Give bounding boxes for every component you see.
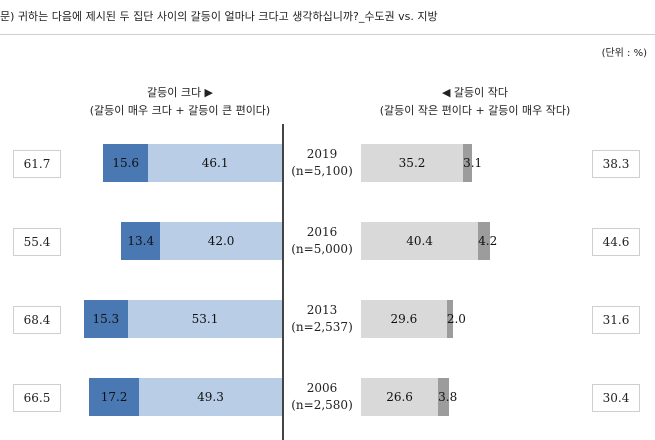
bar-big: 49.3 xyxy=(139,378,282,416)
bar-big: 42.0 xyxy=(160,222,282,260)
bar-big: 46.1 xyxy=(148,144,282,182)
header-conflict-big-title: 갈등이 크다 ▶ xyxy=(146,86,214,99)
total-big-box: 61.7 xyxy=(13,150,61,178)
bar-small: 29.6 xyxy=(361,300,447,338)
bar-very-big: 17.2 xyxy=(89,378,140,416)
total-big-box: 68.4 xyxy=(13,306,61,334)
year-label: 2006 (n=2,580) xyxy=(284,380,360,414)
year-text: 2006 xyxy=(306,381,338,395)
header-conflict-small-desc: (갈등이 작은 편이다 + 갈등이 매우 작다) xyxy=(379,104,571,117)
year-label: 2019 (n=5,100) xyxy=(284,146,360,180)
bar-very-big: 15.3 xyxy=(83,300,128,338)
center-divider xyxy=(282,124,284,440)
question-text: 문) 귀하는 다음에 제시된 두 집단 사이의 갈등이 얼마나 크다고 생각하십… xyxy=(0,0,655,35)
total-small-box: 44.6 xyxy=(592,228,640,256)
year-label: 2013 (n=2,537) xyxy=(284,302,360,336)
total-big-box: 66.5 xyxy=(13,384,61,412)
bar-very-small: 3.8 xyxy=(438,378,457,416)
sample-size-text: (n=5,100) xyxy=(291,164,353,178)
year-label: 2016 (n=5,000) xyxy=(284,224,360,258)
total-small-box: 30.4 xyxy=(592,384,640,412)
unit-label: (단위 : %) xyxy=(601,48,647,59)
year-text: 2019 xyxy=(306,147,338,161)
bar-very-small: 3.1 xyxy=(463,144,482,182)
bar-very-small: 2.0 xyxy=(446,300,466,338)
total-big-box: 55.4 xyxy=(13,228,61,256)
year-text: 2016 xyxy=(306,225,338,239)
bar-small: 35.2 xyxy=(361,144,464,182)
bar-small: 40.4 xyxy=(361,222,479,260)
bar-very-big: 15.6 xyxy=(103,144,149,182)
bar-big: 53.1 xyxy=(128,300,282,338)
header-conflict-small: ◀ 갈등이 작다 (갈등이 작은 편이다 + 갈등이 매우 작다) xyxy=(360,84,590,120)
header-conflict-small-title: ◀ 갈등이 작다 xyxy=(441,86,509,99)
total-small-box: 31.6 xyxy=(592,306,640,334)
sample-size-text: (n=5,000) xyxy=(291,242,353,256)
bar-small: 26.6 xyxy=(361,378,439,416)
bar-very-big: 13.4 xyxy=(121,222,161,260)
total-small-box: 38.3 xyxy=(592,150,640,178)
year-text: 2013 xyxy=(306,303,338,317)
bar-very-small: 4.2 xyxy=(478,222,497,260)
header-conflict-big: 갈등이 크다 ▶ (갈등이 매우 크다 + 갈등이 큰 편이다) xyxy=(80,84,280,120)
sample-size-text: (n=2,537) xyxy=(291,320,353,334)
header-conflict-big-desc: (갈등이 매우 크다 + 갈등이 큰 편이다) xyxy=(89,104,271,117)
sample-size-text: (n=2,580) xyxy=(291,398,353,412)
